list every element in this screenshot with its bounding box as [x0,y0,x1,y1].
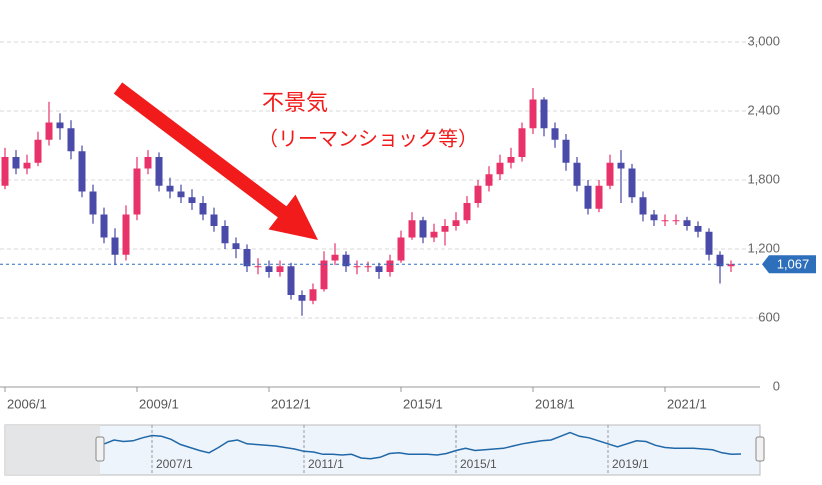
x-tick-label: 2021/1 [667,396,707,411]
y-tick-label: 0 [773,378,780,393]
x-tick-label: 2015/1 [403,396,443,411]
candle-body [408,220,416,238]
candle-body [188,197,196,203]
candle-body [540,99,548,129]
candle-body [716,254,724,267]
y-tick-label: 1,200 [747,240,780,255]
arrow-head [268,194,318,240]
y-tick-label: 600 [758,309,780,324]
candle-body [12,157,20,169]
candle-body [144,157,152,169]
candle-body [243,249,251,267]
candle-body [430,231,438,238]
candle-body [1,157,9,186]
navigator-handle[interactable] [95,436,105,462]
candle-body [364,266,372,268]
candle-body [518,128,526,157]
last-value-box [762,255,816,274]
candle-body [683,220,691,226]
candle-body [617,162,625,169]
candle-body [320,260,328,290]
navigator-tick-label: 2015/1 [460,457,497,471]
navigator[interactable] [4,424,761,476]
candle-body [100,214,108,238]
navigator-handle[interactable] [755,436,765,462]
candle-body [331,254,339,261]
candle-body [386,260,394,272]
candle-body [584,185,592,209]
candle-body [232,243,240,249]
candle-body [529,99,537,129]
candle-body [23,162,31,169]
candle-body [639,197,647,215]
candle-body [485,174,493,186]
candle-body [353,266,361,268]
candle-body [628,168,636,198]
candle-body [419,220,427,238]
candle-body [672,220,680,222]
candle-body [67,128,75,152]
candle-body [155,157,163,186]
candle-body [210,214,218,226]
candle-body [221,226,229,244]
candle-body [573,162,581,186]
annotation-arrow [113,82,318,240]
y-tick-label: 2,400 [747,102,780,117]
candle-body [78,151,86,192]
candle-body [650,214,658,221]
candle-body [111,237,119,255]
candle-body [342,254,350,267]
candle-body [452,220,460,226]
candle-body [474,185,482,203]
candle-body [265,266,273,272]
candle-body [45,122,53,140]
candle-body [34,139,42,163]
candle-body [177,191,185,198]
candle-body [694,226,702,232]
candle-body [199,203,207,215]
plot-area [0,41,760,319]
candle-body [276,266,284,272]
candle-body [441,226,449,232]
candle-body [705,231,713,255]
candle-body [397,237,405,261]
candle-body [595,185,603,209]
candle-body [496,162,504,175]
arrow-shaft [113,82,290,220]
navigator-tick-label: 2011/1 [308,457,344,471]
annotation-subtitle: （リーマンショック等） [258,127,478,150]
x-tick-label: 2012/1 [271,396,311,411]
y-tick-label: 1,800 [747,171,780,186]
candle-body [122,214,130,255]
candle-body [133,168,141,215]
candle-body [507,157,515,163]
candle-body [254,266,262,268]
annotation-title: 不景気 [262,90,328,115]
candle-body [551,128,559,140]
candle-body [298,295,306,301]
x-tick-label: 2006/1 [7,396,47,411]
candle-body [56,122,64,129]
candle-body [166,185,174,192]
y-tick-label: 3,000 [747,33,780,48]
candle-body [287,266,295,295]
candle-body [89,191,97,215]
navigator-tick-label: 2019/1 [612,457,649,471]
candle-body [727,264,735,267]
candle-body [661,220,669,222]
navigator-mask [5,425,100,475]
navigator-tick-label: 2007/1 [156,457,193,471]
candle-body [375,266,383,272]
candle-body [309,289,317,301]
x-tick-label: 2018/1 [535,396,575,411]
navigator-series: 2007/1 2011/1 2015/1 2019/1 [104,425,742,475]
last-value-label: 1,067 [777,257,810,272]
navigator-line [104,431,742,460]
candle-body [606,162,614,186]
candle-body [463,203,471,221]
x-tick-label: 2009/1 [139,396,179,411]
candle-body [562,139,570,163]
